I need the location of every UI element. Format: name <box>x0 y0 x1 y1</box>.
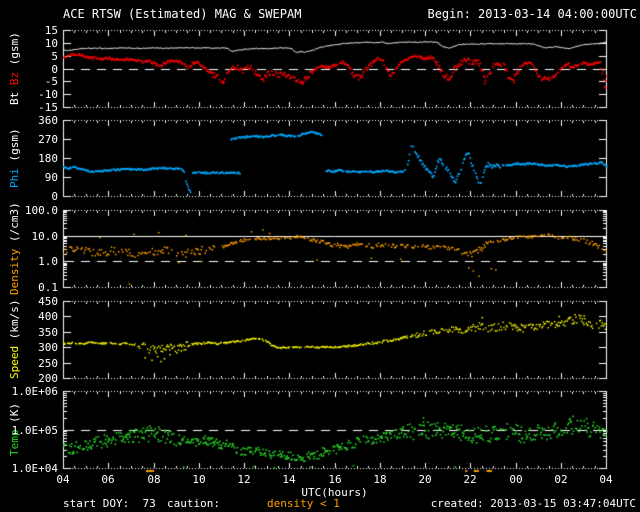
chart-title: ACE RTSW (Estimated) MAG & SWEPAM <box>63 7 302 21</box>
y-tick-label: 300 <box>38 341 58 354</box>
y-tick-label: 10 <box>44 37 58 50</box>
x-axis-title: UTC(hours) <box>301 486 368 499</box>
x-tick-label: 20 <box>418 473 432 486</box>
y-tick-label: 1.0E+06 <box>11 385 58 398</box>
y-tick-label: 400 <box>38 310 58 323</box>
footer-caution-label: caution: <box>167 497 220 510</box>
x-tick-label: 04 <box>56 473 70 486</box>
footer-start-doy: start DOY: 73 <box>63 497 156 510</box>
y-tick-label: 450 <box>38 295 58 308</box>
x-tick-label: 04 <box>599 473 613 486</box>
x-tick-label: 12 <box>237 473 251 486</box>
x-tick-label: 14 <box>282 473 296 486</box>
y-tick-label: 10.0 <box>31 230 59 243</box>
x-tick-label: 22 <box>463 473 477 486</box>
y-tick-label: 90 <box>44 171 58 184</box>
footer-caution-value: density < 1 <box>267 497 340 510</box>
x-tick-label: 16 <box>328 473 342 486</box>
x-tick-label: 10 <box>192 473 206 486</box>
y-tick-label: 1.0 <box>38 255 58 268</box>
x-tick-label: 18 <box>373 473 387 486</box>
y-tick-label: 0 <box>51 190 58 203</box>
y-tick-label: 250 <box>38 357 58 370</box>
y-tick-label: 1.0E+04 <box>11 462 58 475</box>
y-tick-label: 15 <box>44 24 58 37</box>
x-tick-label: 02 <box>554 473 568 486</box>
y-tick-label: 0.1 <box>38 281 58 294</box>
y-tick-label: -10 <box>38 88 58 101</box>
begin-timestamp: Begin: 2013-03-14 04:00:00UTC <box>427 7 637 21</box>
y-tick-label: 1.0E+05 <box>11 424 58 437</box>
y-tick-label: 200 <box>38 372 58 385</box>
y-tick-label: 270 <box>38 133 58 146</box>
y-tick-label: 100.0 <box>24 204 58 217</box>
y-tick-label: 5 <box>51 50 58 63</box>
y-tick-label: 350 <box>38 326 58 339</box>
y-tick-label: 360 <box>38 114 58 127</box>
y-tick-label: 0 <box>51 63 58 76</box>
footer-created: created: 2013-03-15 03:47:04UTC <box>430 497 636 510</box>
y-tick-label: -15 <box>38 101 58 114</box>
y-tick-label: 180 <box>38 152 58 165</box>
x-tick-label: 00 <box>509 473 523 486</box>
x-tick-label: 08 <box>147 473 161 486</box>
y-tick-label: -5 <box>44 75 58 88</box>
x-tick-label: 06 <box>101 473 115 486</box>
